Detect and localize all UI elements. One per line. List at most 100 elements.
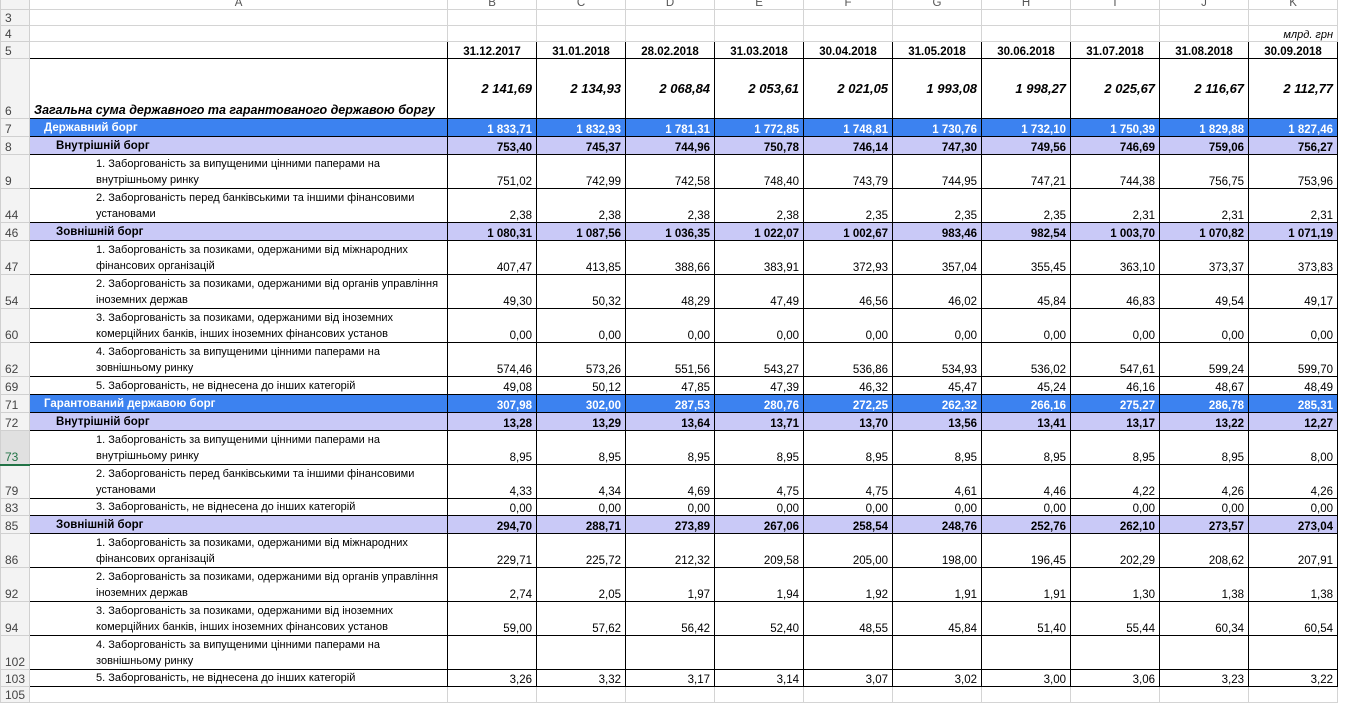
value-cell[interactable]: 4,26 (1248, 464, 1339, 499)
row-header[interactable]: 94 (0, 601, 31, 636)
value-cell[interactable]: 8,95 (1070, 430, 1161, 465)
value-cell[interactable]: 1 036,35 (625, 222, 716, 241)
cell[interactable] (714, 25, 805, 42)
row-label[interactable]: 4. Заборгованість за випущеними цінними … (29, 635, 449, 670)
value-cell[interactable]: 0,00 (1070, 308, 1161, 343)
value-cell[interactable]: 13,17 (1070, 412, 1161, 431)
value-cell[interactable]: 272,25 (803, 394, 894, 413)
value-cell[interactable]: 574,46 (447, 342, 538, 377)
row-header[interactable]: 8 (0, 136, 31, 155)
value-cell[interactable]: 0,00 (536, 498, 627, 516)
value-cell[interactable]: 1 070,82 (1159, 222, 1250, 241)
row-label[interactable]: Внутрішній борг (29, 412, 449, 431)
row-header[interactable]: 3 (0, 9, 31, 26)
value-cell[interactable]: 4,75 (714, 464, 805, 499)
value-cell[interactable]: 212,32 (625, 533, 716, 568)
cell[interactable] (29, 41, 449, 59)
row-label[interactable]: 1. Заборгованість за позиками, одержаним… (29, 240, 449, 275)
cell[interactable] (536, 25, 627, 42)
value-cell[interactable]: 750,78 (714, 136, 805, 155)
cell[interactable] (625, 9, 716, 26)
value-cell[interactable]: 57,62 (536, 601, 627, 636)
date-header[interactable]: 30.06.2018 (981, 41, 1072, 59)
value-cell[interactable]: 1 087,56 (536, 222, 627, 241)
value-cell[interactable]: 47,49 (714, 274, 805, 309)
value-cell[interactable]: 294,70 (447, 515, 538, 534)
cell[interactable] (1070, 25, 1161, 42)
value-cell[interactable]: 12,27 (1248, 412, 1339, 431)
value-cell[interactable]: 407,47 (447, 240, 538, 275)
value-cell[interactable]: 1,94 (714, 567, 805, 602)
row-label[interactable]: 2. Заборгованість перед банківськими та … (29, 188, 449, 223)
value-cell[interactable]: 0,00 (803, 498, 894, 516)
row-header[interactable]: 47 (0, 240, 31, 275)
value-cell[interactable]: 266,16 (981, 394, 1072, 413)
row-header[interactable]: 92 (0, 567, 31, 602)
date-header[interactable]: 31.01.2018 (536, 41, 627, 59)
value-cell[interactable]: 1 833,71 (447, 118, 538, 137)
value-cell[interactable]: 749,56 (981, 136, 1072, 155)
value-cell[interactable]: 744,96 (625, 136, 716, 155)
value-cell[interactable]: 49,08 (447, 376, 538, 395)
row-label[interactable]: 2. Заборгованість за позиками, одержаним… (29, 567, 449, 602)
value-cell[interactable]: 273,89 (625, 515, 716, 534)
cell[interactable] (1159, 25, 1250, 42)
value-cell[interactable]: 0,00 (447, 498, 538, 516)
value-cell[interactable]: 3,22 (1248, 669, 1339, 687)
value-cell[interactable]: 0,00 (536, 308, 627, 343)
value-cell[interactable]: 744,38 (1070, 154, 1161, 189)
column-header-k[interactable]: K (1248, 0, 1339, 10)
value-cell[interactable]: 1 827,46 (1248, 118, 1339, 137)
value-cell[interactable]: 573,26 (536, 342, 627, 377)
value-cell[interactable]: 547,61 (1070, 342, 1161, 377)
value-cell[interactable]: 13,28 (447, 412, 538, 431)
value-cell[interactable]: 47,39 (714, 376, 805, 395)
value-cell[interactable] (1070, 635, 1161, 670)
value-cell[interactable]: 48,29 (625, 274, 716, 309)
value-cell[interactable]: 46,16 (1070, 376, 1161, 395)
value-cell[interactable]: 743,79 (803, 154, 894, 189)
value-cell[interactable] (803, 635, 894, 670)
value-cell[interactable]: 3,17 (625, 669, 716, 687)
value-cell[interactable]: 4,69 (625, 464, 716, 499)
value-cell[interactable]: 262,32 (892, 394, 983, 413)
value-cell[interactable]: 280,76 (714, 394, 805, 413)
value-cell[interactable]: 0,00 (714, 498, 805, 516)
value-cell[interactable]: 3,06 (1070, 669, 1161, 687)
value-cell[interactable]: 55,44 (1070, 601, 1161, 636)
value-cell[interactable]: 756,27 (1248, 136, 1339, 155)
value-cell[interactable]: 49,54 (1159, 274, 1250, 309)
row-label[interactable]: 1. Заборгованість за позиками, одержаним… (29, 533, 449, 568)
value-cell[interactable]: 59,00 (447, 601, 538, 636)
cell[interactable] (1159, 9, 1250, 26)
value-cell[interactable]: 1,38 (1159, 567, 1250, 602)
value-cell[interactable]: 307,98 (447, 394, 538, 413)
cell[interactable] (1248, 9, 1339, 26)
row-label[interactable]: 3. Заборгованість, не віднесена до інших… (29, 498, 449, 516)
value-cell[interactable]: 982,54 (981, 222, 1072, 241)
value-cell[interactable]: 8,95 (536, 430, 627, 465)
row-label[interactable]: Гарантований державою борг (29, 394, 449, 413)
value-cell[interactable]: 0,00 (803, 308, 894, 343)
value-cell[interactable]: 753,40 (447, 136, 538, 155)
value-cell[interactable]: 8,95 (625, 430, 716, 465)
value-cell[interactable]: 2 116,67 (1159, 58, 1250, 119)
value-cell[interactable]: 0,00 (1070, 498, 1161, 516)
row-header[interactable]: 44 (0, 188, 31, 223)
row-header[interactable]: 4 (0, 25, 31, 42)
value-cell[interactable]: 3,23 (1159, 669, 1250, 687)
value-cell[interactable]: 1 998,27 (981, 58, 1072, 119)
cell[interactable] (803, 9, 894, 26)
column-header-j[interactable]: J (1159, 0, 1250, 10)
value-cell[interactable]: 759,06 (1159, 136, 1250, 155)
value-cell[interactable]: 0,00 (1159, 308, 1250, 343)
value-cell[interactable]: 756,75 (1159, 154, 1250, 189)
value-cell[interactable]: 1 781,31 (625, 118, 716, 137)
value-cell[interactable] (625, 635, 716, 670)
value-cell[interactable]: 357,04 (892, 240, 983, 275)
value-cell[interactable]: 4,34 (536, 464, 627, 499)
value-cell[interactable]: 1,38 (1248, 567, 1339, 602)
cell[interactable] (625, 25, 716, 42)
value-cell[interactable]: 536,86 (803, 342, 894, 377)
